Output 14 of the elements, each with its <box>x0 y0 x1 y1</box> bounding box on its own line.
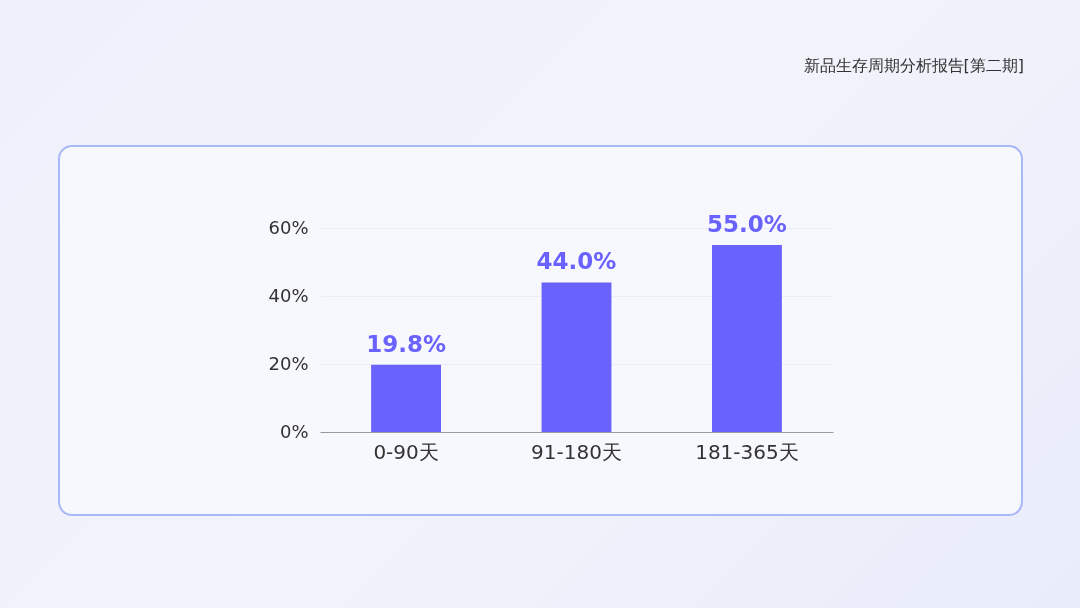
data-label: 55.0% <box>707 211 787 237</box>
text: 新品生存周期分析报告[第二期] <box>803 56 1024 77</box>
x-tick-label: 91-180天 <box>531 439 622 464</box>
y-tick-label: 0% <box>279 420 309 442</box>
bar <box>371 364 442 432</box>
x-tick-label: 0-90天 <box>373 439 439 464</box>
y-tick-label: 40% <box>268 284 309 306</box>
y-tick-label: 20% <box>268 352 309 374</box>
x-tick-label: 181-365天 <box>695 439 799 464</box>
bar <box>541 282 612 432</box>
y-tick-label: 60% <box>268 216 309 238</box>
data-label: 44.0% <box>536 248 617 275</box>
bar <box>711 245 782 432</box>
data-label: 19.8% <box>366 330 446 357</box>
